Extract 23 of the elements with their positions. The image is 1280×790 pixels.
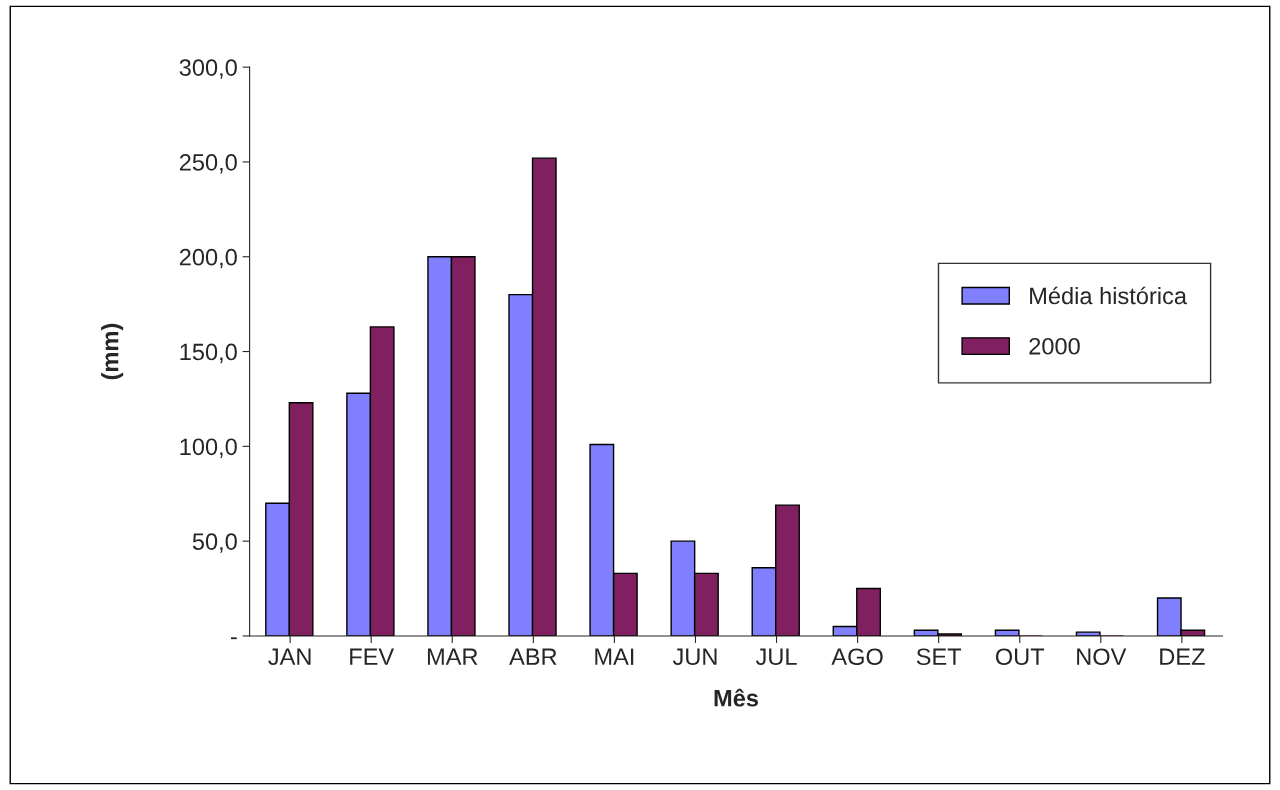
x-tick-label: AGO (831, 648, 883, 666)
x-tick-label: DEZ (1160, 648, 1205, 665)
x-tick-label: ABR (509, 648, 557, 665)
x-tick-label: JAN (268, 648, 311, 666)
y-tick-label: 200,0 (179, 248, 237, 269)
x-tick-label: MAR (427, 648, 478, 665)
legend-label: Média histórica (1030, 286, 1187, 305)
x-tick-label: FEV (350, 648, 395, 665)
x-axis-title: Mês (714, 688, 758, 707)
x-tick-label: JUN (672, 648, 717, 666)
x-tick-label: NOV (1077, 648, 1127, 666)
x-tick-label: MAI (595, 648, 634, 665)
y-axis-title: (mm) (101, 323, 124, 380)
x-tick-label: JUL (755, 648, 797, 666)
y-tick-label: 300,0 (179, 59, 237, 79)
x-tick-label: SET (916, 648, 962, 666)
y-tick-label: 50,0 (192, 533, 237, 553)
y-tick-label: - (230, 637, 237, 640)
legend-label: 2000 (1029, 337, 1080, 355)
y-tick-label: 150,0 (180, 343, 237, 364)
y-tick-label: 250,0 (179, 154, 237, 174)
y-tick-label: 100,0 (180, 438, 237, 458)
x-tick-label: OUT (995, 648, 1045, 666)
